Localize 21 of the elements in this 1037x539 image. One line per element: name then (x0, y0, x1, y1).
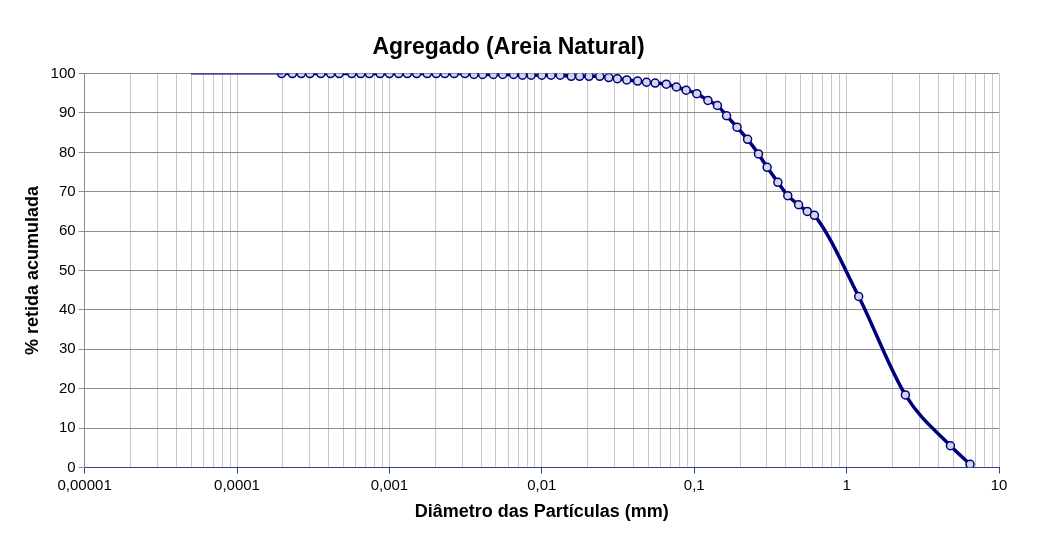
y-tick-label: 0 (67, 457, 76, 475)
y-tick-label: 50 (58, 260, 76, 278)
x-tick-label: 0,01 (527, 475, 557, 493)
y-tick-label: 10 (58, 418, 76, 436)
y-axis-title: % retida acumulada (21, 184, 42, 356)
y-tick-label: 90 (58, 103, 76, 121)
x-tick-label: 10 (990, 475, 1008, 493)
x-axis-title: Diâmetro das Partículas (mm) (414, 501, 669, 522)
y-tick-label: 70 (58, 181, 76, 199)
x-tick-label: 1 (842, 475, 851, 493)
y-tick-label: 40 (58, 300, 76, 318)
y-tick-label: 80 (58, 142, 76, 160)
x-tick-label: 0,001 (370, 475, 409, 493)
x-tick-label: 0,00001 (57, 475, 112, 493)
chart-title: Agregado (Areia Natural) (372, 33, 645, 60)
x-tick-label: 0,0001 (214, 475, 260, 493)
y-tick-label: 100 (50, 63, 76, 81)
y-tick-label: 20 (58, 378, 76, 396)
y-tick-label: 60 (58, 221, 76, 239)
x-tick-label: 0,1 (683, 475, 705, 493)
y-tick-label: 30 (58, 339, 76, 357)
